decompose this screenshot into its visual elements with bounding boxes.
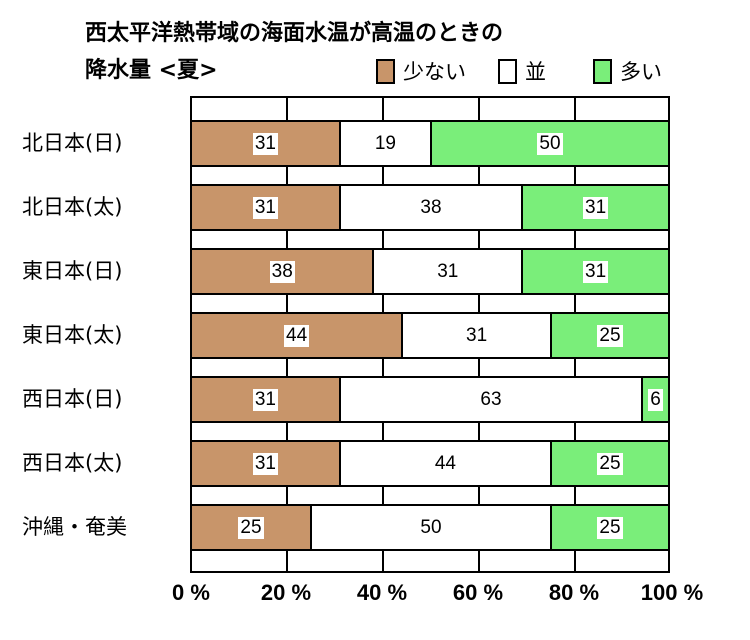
legend-label: 少ない: [403, 60, 466, 84]
category-label: 北日本(日): [22, 131, 123, 155]
value-label: 25: [597, 516, 623, 539]
value-label: 38: [418, 196, 444, 219]
value-label: 25: [597, 452, 623, 475]
segment-many: 50: [429, 122, 670, 165]
chart-title-line2: 降水量 <夏>: [85, 58, 218, 83]
category-label: 西日本(日): [22, 387, 123, 411]
segment-few: 38: [190, 250, 373, 293]
legend-item-many: 多い: [593, 56, 662, 86]
value-label: 31: [252, 132, 278, 155]
value-label: 31: [583, 260, 609, 283]
value-label: 38: [269, 260, 295, 283]
value-label: 6: [648, 388, 663, 411]
value-label: 63: [478, 388, 504, 411]
segment-many: 25: [550, 506, 670, 549]
legend-item-few: 少ない: [376, 56, 466, 86]
legend-swatch-many: [593, 58, 612, 84]
value-label: 25: [597, 324, 623, 347]
segment-few: 44: [190, 314, 402, 357]
legend-label: 多い: [620, 60, 662, 84]
segment-few: 25: [190, 506, 310, 549]
segment-normal: 31: [372, 250, 522, 293]
segment-normal: 38: [338, 186, 522, 229]
value-label: 50: [537, 132, 563, 155]
bar-row: 31 44 25: [190, 440, 670, 487]
value-label: 19: [372, 132, 398, 155]
legend-item-normal: 並: [498, 56, 546, 86]
value-label: 44: [284, 324, 310, 347]
x-tick-label: 40 %: [356, 580, 408, 605]
chart-title-line1: 西太平洋熱帯域の海面水温が高温のときの: [85, 21, 504, 46]
bar-row: 31 19 50: [190, 120, 670, 167]
bar-row: 25 50 25: [190, 504, 670, 551]
segment-many: 31: [521, 250, 670, 293]
segment-normal: 19: [338, 122, 430, 165]
segment-normal: 50: [310, 506, 550, 549]
legend-label: 並: [525, 60, 546, 84]
segment-few: 31: [190, 442, 339, 485]
segment-normal: 44: [338, 442, 550, 485]
value-label: 31: [252, 452, 278, 475]
x-tick-label: 80 %: [548, 580, 600, 605]
category-label: 北日本(太): [22, 195, 123, 219]
x-tick-label: 60 %: [452, 580, 504, 605]
category-label: 西日本(太): [22, 451, 123, 475]
plot-area: 31 19 50 31 38 31 38 31 31 44 31 25 31 6…: [190, 96, 670, 573]
x-tick-label: 20 %: [260, 580, 312, 605]
segment-many: 31: [521, 186, 670, 229]
value-label: 31: [435, 260, 461, 283]
value-label: 50: [418, 516, 444, 539]
bar-row: 44 31 25: [190, 312, 670, 359]
value-label: 44: [432, 452, 458, 475]
value-label: 31: [252, 388, 278, 411]
segment-many: 6: [641, 378, 670, 421]
legend-swatch-normal: [498, 58, 517, 84]
value-label: 31: [252, 196, 278, 219]
x-tick-label: 100 %: [640, 580, 704, 605]
bar-row: 31 38 31: [190, 184, 670, 231]
segment-normal: 31: [401, 314, 550, 357]
segment-few: 31: [190, 122, 339, 165]
x-tick-label: 0 %: [172, 580, 210, 605]
segment-many: 25: [549, 442, 670, 485]
bar-row: 31 63 6: [190, 376, 670, 423]
segment-few: 31: [190, 378, 339, 421]
bar-row: 38 31 31: [190, 248, 670, 295]
category-label: 沖縄・奄美: [22, 515, 127, 539]
category-label: 東日本(日): [22, 259, 123, 283]
value-label: 31: [464, 324, 490, 347]
segment-few: 31: [190, 186, 339, 229]
segment-normal: 63: [338, 378, 642, 421]
legend-swatch-few: [376, 58, 395, 84]
value-label: 25: [238, 516, 264, 539]
category-label: 東日本(太): [22, 323, 123, 347]
segment-many: 25: [549, 314, 670, 357]
value-label: 31: [583, 196, 609, 219]
